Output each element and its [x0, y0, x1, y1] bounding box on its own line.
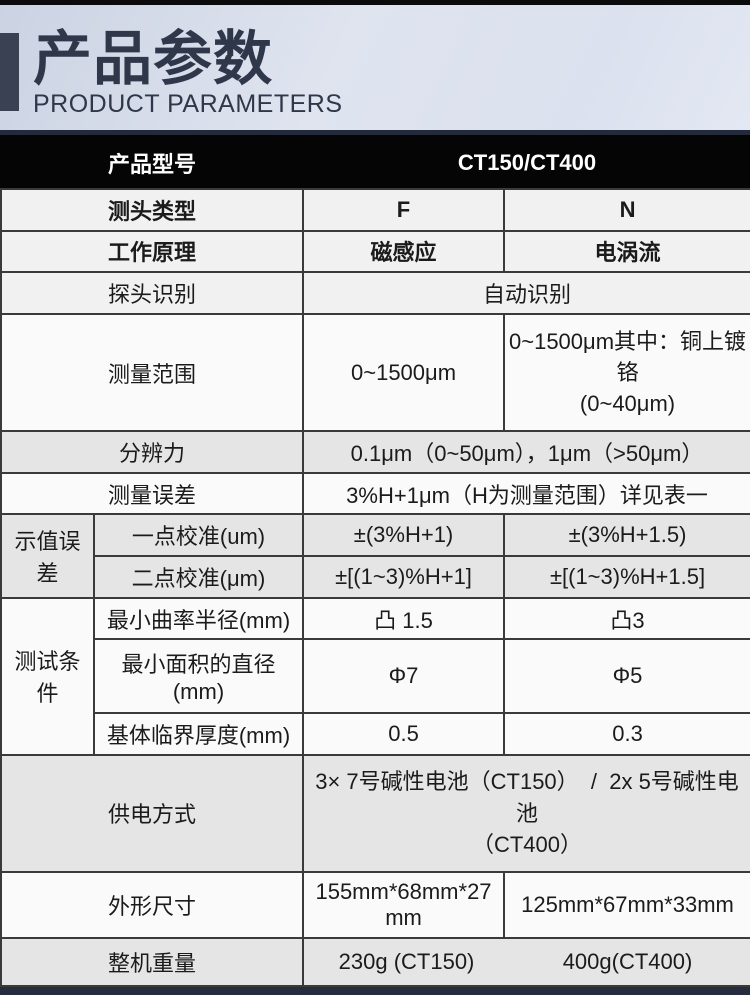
row-range: 测量范围 0~1500μm 0~1500μm其中：铜上镀铬 (0~40μm): [0, 312, 750, 433]
probe-recognition-label: 探头识别: [0, 271, 305, 315]
row-min-area: 最小面积的直径(mm) Φ7 Φ5: [1, 638, 750, 714]
min-curvature-f: 凸 1.5: [302, 596, 506, 641]
probe-type-f: F: [302, 188, 506, 232]
page-title: 产品参数: [33, 26, 274, 92]
spec-table: 产品型号 CT150/CT400 测头类型 F N 工作原理 磁感应 电涡流 探…: [0, 135, 750, 987]
row-dimensions: 外形尺寸 155mm*68mm*27 mm 125mm*67mm*33mm: [0, 870, 750, 940]
principle-n: 电涡流: [503, 229, 750, 274]
resolution-label: 分辨力: [0, 430, 305, 474]
min-area-n: Φ5: [503, 638, 750, 714]
min-area-label: 最小面积的直径(mm): [92, 638, 305, 714]
title-header: 产品参数 PRODUCT PARAMETERS: [0, 5, 750, 130]
one-point-f: ±(3%H+1): [302, 513, 506, 558]
principle-label: 工作原理: [0, 229, 305, 274]
accuracy-value: 3%H+1μm（H为测量范围）详见表一: [302, 471, 750, 516]
min-curvature-label: 最小曲率半径(mm): [92, 596, 305, 641]
power-value-line2: （CT400）: [471, 831, 583, 857]
probe-type-n: N: [503, 188, 750, 232]
row-model: 产品型号 CT150/CT400: [0, 135, 750, 190]
two-point-f: ±[(1~3)%H+1]: [302, 555, 506, 599]
weight-ct150: 230g (CT150): [338, 949, 475, 974]
row-critical-thickness: 基体临界厚度(mm) 0.5 0.3: [1, 711, 750, 756]
row-resolution: 分辨力 0.1μm（0~50μm），1μm（>50μm）: [0, 430, 750, 474]
min-curvature-n: 凸3: [503, 596, 750, 641]
row-power: 供电方式 3× 7号碱性电池（CT150） / 2x 5号碱性电池 （CT400…: [0, 753, 750, 873]
min-area-f: Φ7: [302, 638, 506, 714]
top-black-bar: [0, 0, 750, 5]
weight-dual: 230g (CT150) 400g(CT400): [306, 949, 748, 975]
probe-recognition-value: 自动识别: [302, 271, 750, 315]
one-point-n: ±(3%H+1.5): [503, 513, 750, 558]
critical-thickness-n: 0.3: [503, 711, 750, 756]
range-label: 测量范围: [0, 312, 305, 433]
range-n-line2: (0~40μm): [579, 391, 676, 417]
row-probe-type: 测头类型 F N: [0, 188, 750, 232]
test-conditions-group-label: 测试条件: [0, 596, 95, 756]
power-value: 3× 7号碱性电池（CT150） / 2x 5号碱性电池 （CT400）: [302, 753, 750, 873]
table-top-strip: [0, 130, 750, 135]
row-weight: 整机重量 230g (CT150) 400g(CT400): [0, 937, 750, 987]
row-principle: 工作原理 磁感应 电涡流: [0, 229, 750, 274]
row-probe-recognition: 探头识别 自动识别: [0, 271, 750, 315]
power-label: 供电方式: [0, 753, 305, 873]
model-value: CT150/CT400: [302, 135, 750, 190]
dimensions-f: 155mm*68mm*27 mm: [302, 870, 506, 940]
indication-error-group-label: 示值误差: [0, 513, 95, 599]
model-label: 产品型号: [0, 135, 305, 190]
bottom-navy-bar: [0, 987, 750, 995]
dimensions-label: 外形尺寸: [0, 870, 305, 940]
dimensions-n: 125mm*67mm*33mm: [503, 870, 750, 940]
range-n: 0~1500μm其中：铜上镀铬 (0~40μm): [503, 312, 750, 433]
resolution-value: 0.1μm（0~50μm），1μm（>50μm）: [302, 430, 750, 474]
critical-thickness-f: 0.5: [302, 711, 506, 756]
row-two-point-cal: 二点校准(μm) ±[(1~3)%H+1] ±[(1~3)%H+1.5]: [1, 555, 750, 599]
power-value-line1: 3× 7号碱性电池（CT150） / 2x 5号碱性电池: [315, 769, 739, 826]
weight-label: 整机重量: [0, 937, 305, 987]
two-point-label: 二点校准(μm): [92, 555, 305, 599]
accuracy-label: 测量误差: [0, 471, 305, 516]
page-subtitle: PRODUCT PARAMETERS: [33, 90, 343, 119]
title-block: 产品参数 PRODUCT PARAMETERS: [33, 29, 343, 119]
row-min-curvature: 测试条件 最小曲率半径(mm) 凸 1.5 凸3: [0, 596, 750, 756]
critical-thickness-label: 基体临界厚度(mm): [92, 711, 305, 756]
title-accent-bar: [0, 33, 19, 111]
two-point-n: ±[(1~3)%H+1.5]: [503, 555, 750, 599]
weight-value: 230g (CT150) 400g(CT400): [302, 937, 750, 987]
probe-type-label: 测头类型: [0, 188, 305, 232]
one-point-label: 一点校准(um): [92, 513, 305, 558]
row-one-point-cal: 示值误差 一点校准(um) ±(3%H+1) ±(3%H+1.5): [0, 513, 750, 599]
principle-f: 磁感应: [302, 229, 506, 274]
range-n-line1: 0~1500μm其中：铜上镀铬: [509, 328, 747, 385]
row-accuracy: 测量误差 3%H+1μm（H为测量范围）详见表一: [0, 471, 750, 516]
weight-ct400: 400g(CT400): [562, 949, 693, 974]
range-f: 0~1500μm: [302, 312, 506, 433]
